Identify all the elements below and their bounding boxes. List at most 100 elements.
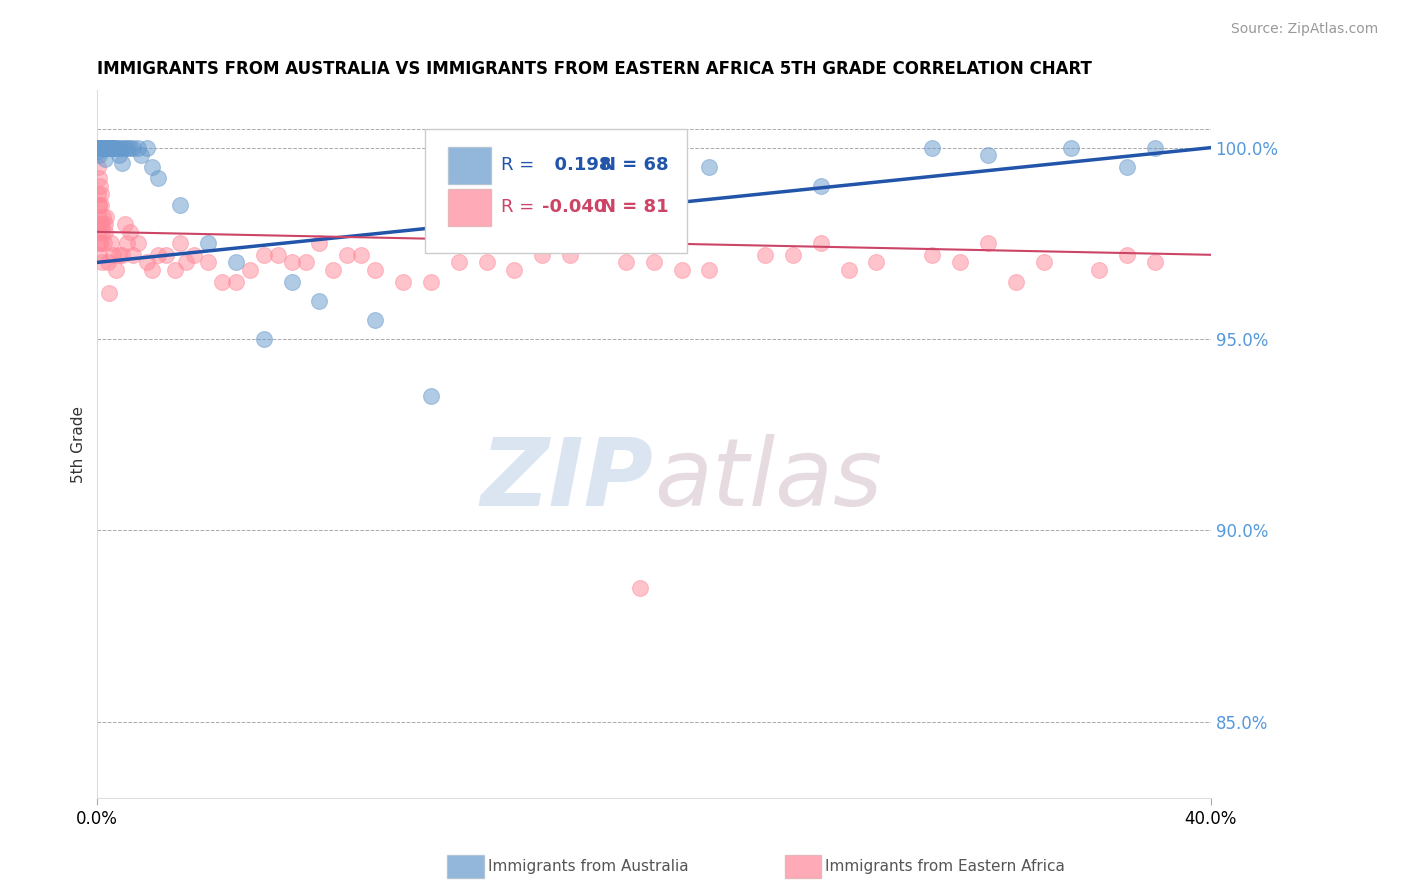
Point bbox=[120, 225, 142, 239]
Point bbox=[121, 248, 143, 262]
Point bbox=[921, 141, 943, 155]
Point bbox=[419, 389, 441, 403]
Point bbox=[89, 248, 111, 262]
Point bbox=[87, 160, 110, 174]
Point bbox=[100, 236, 122, 251]
Point bbox=[183, 248, 205, 262]
Point bbox=[1116, 248, 1139, 262]
Point bbox=[239, 263, 262, 277]
Point bbox=[90, 186, 112, 201]
Point bbox=[782, 248, 804, 262]
Point bbox=[146, 248, 169, 262]
Point bbox=[671, 263, 693, 277]
Point bbox=[120, 141, 142, 155]
Point bbox=[308, 293, 330, 308]
Point bbox=[475, 255, 498, 269]
Point bbox=[100, 141, 122, 155]
Text: atlas: atlas bbox=[654, 434, 882, 525]
Point bbox=[89, 141, 111, 155]
Text: ZIP: ZIP bbox=[481, 434, 654, 525]
Text: IMMIGRANTS FROM AUSTRALIA VS IMMIGRANTS FROM EASTERN AFRICA 5TH GRADE CORRELATIO: IMMIGRANTS FROM AUSTRALIA VS IMMIGRANTS … bbox=[97, 60, 1091, 78]
Point bbox=[97, 141, 120, 155]
Point bbox=[163, 263, 186, 277]
Point bbox=[91, 141, 114, 155]
Point bbox=[1060, 141, 1083, 155]
Point bbox=[89, 178, 111, 193]
Point bbox=[127, 141, 149, 155]
Point bbox=[447, 255, 470, 269]
Point bbox=[141, 263, 163, 277]
Point bbox=[91, 255, 114, 269]
Point bbox=[90, 236, 112, 251]
Point bbox=[503, 263, 526, 277]
Point bbox=[111, 141, 134, 155]
Point bbox=[280, 275, 302, 289]
Point bbox=[266, 248, 288, 262]
Point bbox=[127, 236, 149, 251]
Point bbox=[921, 248, 943, 262]
Point bbox=[211, 275, 233, 289]
Point bbox=[97, 141, 120, 155]
Point bbox=[1032, 255, 1054, 269]
Point bbox=[90, 217, 112, 231]
Point bbox=[754, 248, 776, 262]
Point bbox=[114, 141, 136, 155]
Point bbox=[643, 141, 665, 155]
Point bbox=[100, 141, 122, 155]
Point bbox=[392, 275, 415, 289]
Point bbox=[350, 248, 373, 262]
Point bbox=[280, 255, 302, 269]
Point bbox=[96, 141, 118, 155]
Point bbox=[89, 141, 111, 155]
Point bbox=[90, 141, 112, 155]
Point bbox=[89, 141, 111, 155]
Point bbox=[94, 141, 117, 155]
Point bbox=[89, 141, 111, 155]
Point bbox=[141, 160, 163, 174]
Point bbox=[475, 160, 498, 174]
Point bbox=[94, 225, 117, 239]
Point bbox=[1143, 141, 1166, 155]
Point bbox=[98, 286, 121, 301]
Point bbox=[103, 141, 125, 155]
Point bbox=[91, 225, 114, 239]
FancyBboxPatch shape bbox=[425, 129, 688, 253]
Point bbox=[643, 255, 665, 269]
Point bbox=[87, 141, 110, 155]
Point bbox=[949, 255, 972, 269]
Point bbox=[174, 255, 197, 269]
Point bbox=[108, 148, 131, 162]
Point bbox=[294, 255, 316, 269]
Point bbox=[364, 263, 387, 277]
Point bbox=[89, 198, 111, 212]
FancyBboxPatch shape bbox=[447, 147, 491, 184]
Point bbox=[865, 255, 887, 269]
Point bbox=[91, 210, 114, 224]
Text: R =: R = bbox=[501, 198, 534, 216]
Point bbox=[97, 141, 120, 155]
Point bbox=[1116, 160, 1139, 174]
Point bbox=[117, 236, 139, 251]
Point bbox=[1088, 263, 1111, 277]
Point bbox=[96, 210, 118, 224]
Point bbox=[97, 255, 120, 269]
Point bbox=[364, 313, 387, 327]
Point bbox=[111, 248, 134, 262]
Point bbox=[699, 263, 721, 277]
Point bbox=[197, 236, 219, 251]
Text: Immigrants from Australia: Immigrants from Australia bbox=[488, 859, 689, 873]
Text: N = 81: N = 81 bbox=[602, 198, 669, 216]
Point bbox=[225, 255, 247, 269]
Point bbox=[155, 248, 177, 262]
Point bbox=[89, 236, 111, 251]
Point bbox=[89, 145, 111, 159]
Point bbox=[91, 141, 114, 155]
Point bbox=[100, 141, 122, 155]
Point bbox=[586, 236, 609, 251]
Point bbox=[253, 248, 276, 262]
Point bbox=[308, 236, 330, 251]
Text: -0.040: -0.040 bbox=[543, 198, 606, 216]
Point bbox=[810, 178, 832, 193]
Point bbox=[253, 332, 276, 346]
Point bbox=[197, 255, 219, 269]
